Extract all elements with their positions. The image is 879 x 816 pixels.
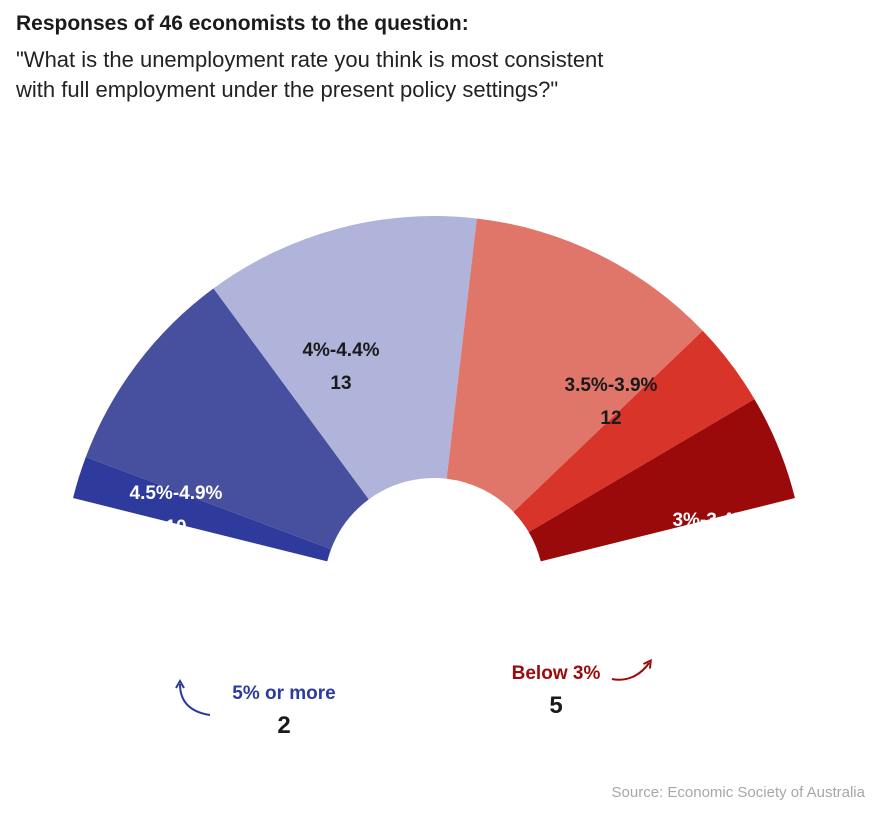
callout-arrow-5pct-or-more	[180, 684, 211, 716]
slice-below-3pct	[528, 399, 795, 562]
slice-value-5pct-or-more: 2	[277, 712, 290, 739]
slice-4-5pct-4-9pct	[85, 288, 369, 550]
slice-label-5pct-or-more: 5% or more	[232, 683, 335, 704]
slice-3-5pct-3-9pct	[446, 218, 703, 512]
chart-subtitle: "What is the unemployment rate you think…	[16, 45, 776, 105]
slice-value-3-5pct-3-9pct: 12	[600, 408, 621, 429]
slice-label-4-5pct-4-9pct: 4.5%-4.9%	[130, 483, 223, 504]
callout-arrow-below-3pct	[611, 663, 649, 681]
slice-label-3-5pct-3-9pct: 3.5%-3.9%	[565, 375, 658, 396]
slice-value-4pct-4-4pct: 13	[330, 373, 351, 394]
slice-value-4-5pct-4-9pct: 10	[165, 517, 186, 538]
slice-value-below-3pct: 5	[549, 692, 562, 719]
slice-value-3pct-3-4pct: 4	[706, 541, 717, 562]
chart-title: Responses of 46 economists to the questi…	[16, 12, 469, 35]
source-note: Source: Economic Society of Australia	[611, 784, 865, 801]
label-group: 5% or more 2 4.5%-4.9% 10 4%-4.4% 13 3.5%-3.9%…	[130, 340, 750, 739]
chart-subtitle-line-1: "What is the unemployment rate you think…	[16, 47, 604, 72]
slice-group	[73, 215, 795, 562]
slice-label-below-3pct: Below 3%	[512, 663, 601, 684]
slice-3pct-3-4pct	[513, 330, 755, 533]
slice-4pct-4-4pct	[213, 215, 477, 500]
slice-label-4pct-4-4pct: 4%-4.4%	[302, 340, 379, 361]
chart-subtitle-line-2: with full employment under the present p…	[16, 77, 559, 102]
slice-label-3pct-3-4pct: 3%-3.4%	[672, 510, 749, 531]
slice-5pct-or-more	[73, 457, 332, 562]
